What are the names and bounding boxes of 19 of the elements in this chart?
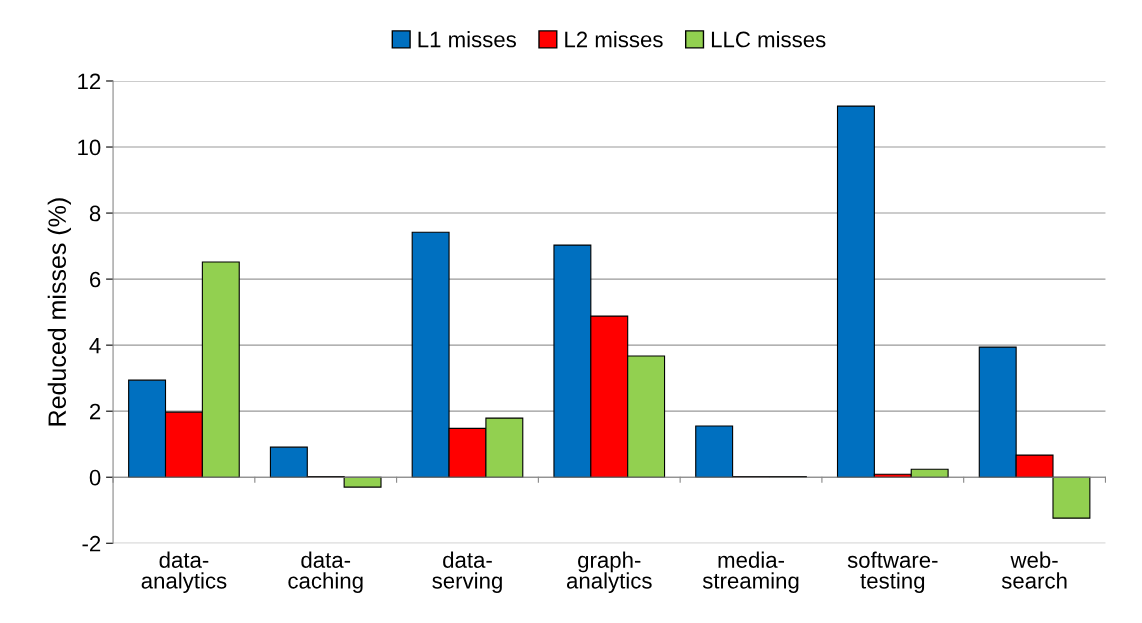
y-tick-label: 8 (89, 205, 101, 222)
legend-label: L2 misses (565, 31, 663, 48)
x-tick-label: graph- analytics (566, 551, 652, 594)
y-axis-title: Reduced misses (%) (47, 198, 71, 426)
y-tick-label: 10 (78, 139, 101, 156)
legend-label: LLC misses (711, 31, 826, 48)
y-tick-label: 2 (90, 403, 101, 420)
x-tick-label: data- caching (288, 551, 363, 594)
x-tick-label: web- search (1001, 551, 1067, 589)
legend-label: L1 misses (418, 31, 516, 48)
y-tick-label: 6 (90, 271, 101, 288)
y-tick-label: 0 (89, 469, 101, 486)
x-tick-label: data- serving (432, 551, 502, 594)
x-tick-label: media- streaming (702, 551, 799, 594)
x-tick-label: data- analytics (141, 551, 227, 594)
y-tick-label: -2 (82, 535, 101, 552)
y-tick-label: 4 (89, 337, 101, 354)
x-tick-label: software- testing (847, 551, 938, 594)
y-tick-label: 12 (78, 73, 101, 90)
